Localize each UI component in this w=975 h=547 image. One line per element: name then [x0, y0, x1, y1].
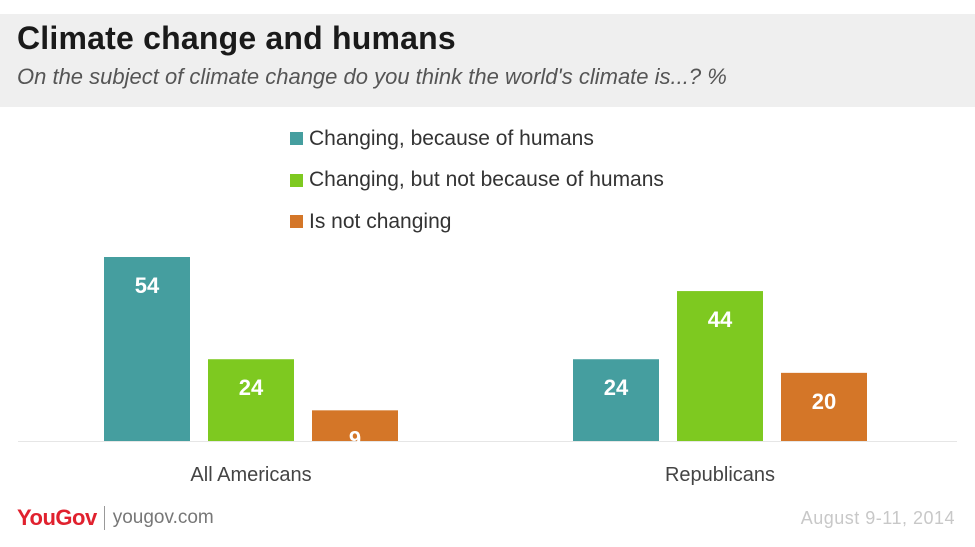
bar [312, 410, 398, 441]
legend-swatch [290, 132, 303, 146]
legend-label: Changing, because of humans [309, 126, 594, 150]
chart-title: Climate change and humans [17, 20, 456, 56]
legend-item-not-changing: Is not changing [290, 201, 664, 243]
legend-item-not-humans: Changing, but not because of humans [290, 160, 664, 202]
legend-swatch [290, 173, 303, 187]
legend-label: Is not changing [309, 209, 452, 233]
bar-value-label: 9 [349, 426, 361, 451]
bar-value-label: 20 [812, 389, 836, 414]
category-label: Republicans [665, 464, 775, 486]
chart-subtitle: On the subject of climate change do you … [17, 64, 727, 89]
bar [781, 372, 867, 441]
category-label: All Americans [190, 464, 311, 486]
legend-label: Changing, but not because of humans [309, 168, 664, 192]
bar-value-label: 24 [239, 375, 264, 400]
brand-url: yougov.com [112, 507, 214, 528]
bar-value-label: 24 [604, 375, 629, 400]
header-band [0, 14, 975, 107]
bar [573, 359, 659, 441]
chart-legend: Changing, because of humans Changing, bu… [290, 118, 664, 243]
legend-item-humans: Changing, because of humans [290, 118, 664, 160]
yougov-logo: YouGov [17, 505, 97, 530]
bar-value-label: 44 [708, 307, 733, 332]
brand-divider [103, 506, 105, 530]
bar [208, 359, 294, 441]
footer-brand: YouGov yougov.com [17, 505, 214, 531]
bar-value-label: 54 [135, 273, 160, 298]
survey-date: August 9-11, 2014 [800, 508, 955, 528]
bar [677, 291, 763, 441]
bar [104, 257, 190, 441]
legend-swatch [290, 215, 303, 229]
